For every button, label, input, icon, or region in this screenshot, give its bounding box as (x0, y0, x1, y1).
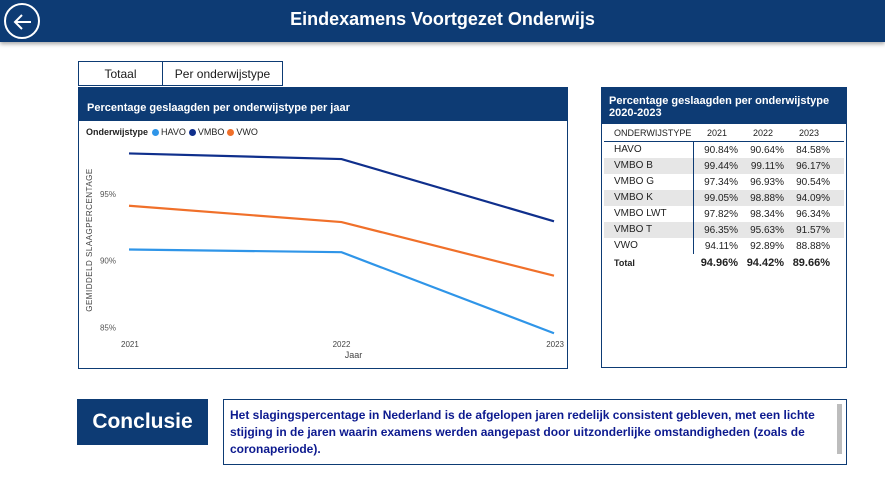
table-row[interactable]: VMBO K 99.05% 98.88% 94.09% (604, 190, 844, 206)
x-axis-title: Jaar (345, 350, 363, 360)
total-value: 89.66% (792, 257, 830, 269)
cell-value: 90.84% (704, 144, 738, 156)
total-value: 94.42% (746, 257, 784, 269)
legend-dot-havo (152, 128, 160, 136)
legend-title: Onderwijstype (86, 127, 149, 137)
table-body: HAVO 90.84% 90.64% 84.58% VMBO B 99.44% 99.11%… (604, 142, 844, 272)
legend-item-vwo[interactable]: VWO (227, 127, 258, 137)
table-row[interactable]: VMBO T 96.35% 95.63% 91.57% (604, 222, 844, 238)
column-header[interactable]: 2023 (798, 127, 820, 138)
legend-dot-vmbo (188, 128, 196, 136)
x-tick-label: 2021 (121, 340, 139, 349)
column-header[interactable]: 2021 (706, 127, 728, 138)
row-label: VMBO G (614, 174, 694, 190)
cell-value: 92.89% (750, 240, 784, 252)
line-chart: 85% 90% 95% 2021 2022 2023 Jaar GEMIDDELD SLAAG… (85, 152, 565, 360)
row-label: VMBO T (614, 222, 694, 238)
cell-value: 90.54% (796, 176, 830, 188)
cell-value: 98.34% (750, 208, 784, 220)
cell-value: 96.93% (750, 176, 784, 188)
cell-value: 91.57% (796, 224, 830, 236)
column-header[interactable]: ONDERWIJSTYPE (614, 127, 692, 138)
page-title: Eindexamens Voortgezet Onderwijs (290, 9, 595, 29)
table-row[interactable]: VMBO LWT 97.82% 98.34% 96.34% (604, 206, 844, 222)
column-header[interactable]: 2022 (752, 127, 774, 138)
y-tick-label: 90% (100, 257, 116, 266)
cell-value: 99.05% (704, 192, 738, 204)
cell-value: 99.44% (704, 160, 738, 172)
scrollbar-thumb[interactable] (837, 404, 842, 454)
legend-dot-vwo (227, 128, 235, 136)
cell-value: 90.64% (750, 144, 784, 156)
cell-value: 99.11% (750, 160, 784, 172)
legend-item-havo[interactable]: HAVO (152, 127, 186, 137)
cell-value: 95.63% (750, 224, 784, 236)
cell-value: 97.34% (704, 176, 738, 188)
back-button[interactable] (4, 3, 40, 39)
legend-label-vwo: VWO (236, 127, 258, 137)
series-line-vwo (128, 204, 555, 277)
legend-label-havo: HAVO (161, 127, 186, 137)
total-value: 94.96% (700, 257, 738, 269)
chart-legend: Onderwijstype HAVO VMBO VWO (86, 127, 261, 137)
row-label: VMBO LWT (614, 206, 694, 222)
row-label: HAVO (614, 142, 694, 158)
cell-value: 96.35% (704, 224, 738, 236)
legend-label-vmbo: VMBO (197, 127, 225, 137)
y-tick-label: 85% (100, 324, 116, 333)
total-label: Total (614, 258, 635, 268)
table-total-row: Total 94.96% 94.42% 89.66% (604, 254, 844, 272)
table-row[interactable]: VMBO B 99.44% 99.11% 96.17% (604, 158, 844, 174)
y-axis-title: GEMIDDELD SLAAGPERCENTAGE (85, 168, 94, 312)
cell-value: 98.88% (750, 192, 784, 204)
row-label: VMBO K (614, 190, 694, 206)
tab-per-onderwijstype[interactable]: Per onderwijstype (163, 61, 283, 86)
row-label: VMBO B (614, 158, 694, 174)
matrix-table-panel: Percentage geslaagden per onderwijstype … (601, 87, 847, 368)
conclusion-label: Conclusie (77, 399, 208, 445)
cell-value: 94.09% (796, 192, 830, 204)
conclusion-text: Het slagingspercentage in Nederland is d… (230, 408, 815, 456)
table-title: Percentage geslaagden per onderwijstype … (602, 88, 846, 124)
tab-bar: Totaal Per onderwijstype (78, 61, 283, 86)
cell-value: 84.58% (796, 144, 830, 156)
legend-item-vmbo[interactable]: VMBO (188, 127, 225, 137)
table-row[interactable]: VMBO G 97.34% 96.93% 90.54% (604, 174, 844, 190)
x-tick-label: 2023 (546, 340, 564, 349)
series-line-havo (128, 248, 555, 335)
table-header-row: ONDERWIJSTYPE 2021 2022 2023 (604, 124, 844, 142)
line-chart-panel: 85% 90% 95% 2021 2022 2023 Jaar GEMIDDELD SLAAG… (78, 87, 568, 369)
table-row[interactable]: VWO 94.11% 92.89% 88.88% (604, 238, 844, 254)
cell-value: 88.88% (796, 240, 830, 252)
conclusion-textbox: Het slagingspercentage in Nederland is d… (223, 399, 847, 465)
cell-value: 97.82% (704, 208, 738, 220)
table-row[interactable]: HAVO 90.84% 90.64% 84.58% (604, 142, 844, 158)
row-label: VWO (614, 238, 694, 254)
app-header: Eindexamens Voortgezet Onderwijs (0, 0, 885, 42)
tab-totaal[interactable]: Totaal (78, 61, 163, 86)
x-tick-label: 2022 (333, 340, 351, 349)
cell-value: 96.34% (796, 208, 830, 220)
cell-value: 96.17% (796, 160, 830, 172)
cell-value: 94.11% (704, 240, 738, 252)
y-tick-label: 95% (100, 190, 116, 199)
arrow-left-icon (13, 14, 31, 30)
chart-title: Percentage geslaagden per onderwijstype … (79, 88, 567, 121)
